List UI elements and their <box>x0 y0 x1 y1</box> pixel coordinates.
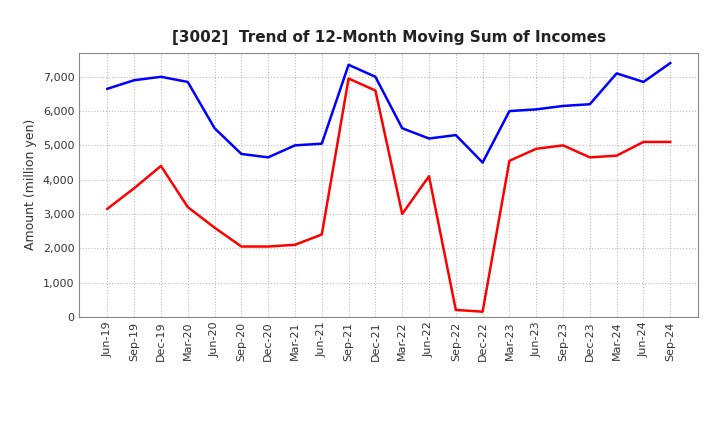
Ordinary Income <box>532 107 541 112</box>
Ordinary Income <box>210 125 219 131</box>
Net Income <box>585 155 594 160</box>
Ordinary Income <box>371 74 379 80</box>
Line: Net Income: Net Income <box>107 78 670 312</box>
Ordinary Income <box>559 103 567 109</box>
Net Income <box>318 232 326 237</box>
Net Income <box>639 139 648 145</box>
Ordinary Income <box>666 60 675 66</box>
Net Income <box>666 139 675 145</box>
Net Income <box>291 242 300 247</box>
Net Income <box>425 174 433 179</box>
Net Income <box>532 146 541 151</box>
Ordinary Income <box>103 86 112 92</box>
Ordinary Income <box>425 136 433 141</box>
Ordinary Income <box>184 79 192 84</box>
Ordinary Income <box>612 71 621 76</box>
Net Income <box>264 244 272 249</box>
Ordinary Income <box>318 141 326 146</box>
Net Income <box>344 76 353 81</box>
Ordinary Income <box>451 132 460 138</box>
Ordinary Income <box>505 108 514 114</box>
Ordinary Income <box>291 143 300 148</box>
Net Income <box>505 158 514 163</box>
Net Income <box>157 163 166 169</box>
Ordinary Income <box>237 151 246 157</box>
Title: [3002]  Trend of 12-Month Moving Sum of Incomes: [3002] Trend of 12-Month Moving Sum of I… <box>172 29 606 45</box>
Ordinary Income <box>130 77 138 83</box>
Net Income <box>612 153 621 158</box>
Net Income <box>210 225 219 230</box>
Ordinary Income <box>157 74 166 80</box>
Net Income <box>559 143 567 148</box>
Ordinary Income <box>478 160 487 165</box>
Net Income <box>451 307 460 312</box>
Net Income <box>398 211 407 216</box>
Ordinary Income <box>639 79 648 84</box>
Net Income <box>237 244 246 249</box>
Net Income <box>371 88 379 93</box>
Ordinary Income <box>398 125 407 131</box>
Net Income <box>130 186 138 191</box>
Net Income <box>184 205 192 210</box>
Line: Ordinary Income: Ordinary Income <box>107 63 670 162</box>
Ordinary Income <box>264 155 272 160</box>
Net Income <box>103 206 112 212</box>
Ordinary Income <box>344 62 353 67</box>
Y-axis label: Amount (million yen): Amount (million yen) <box>24 119 37 250</box>
Net Income <box>478 309 487 314</box>
Ordinary Income <box>585 102 594 107</box>
